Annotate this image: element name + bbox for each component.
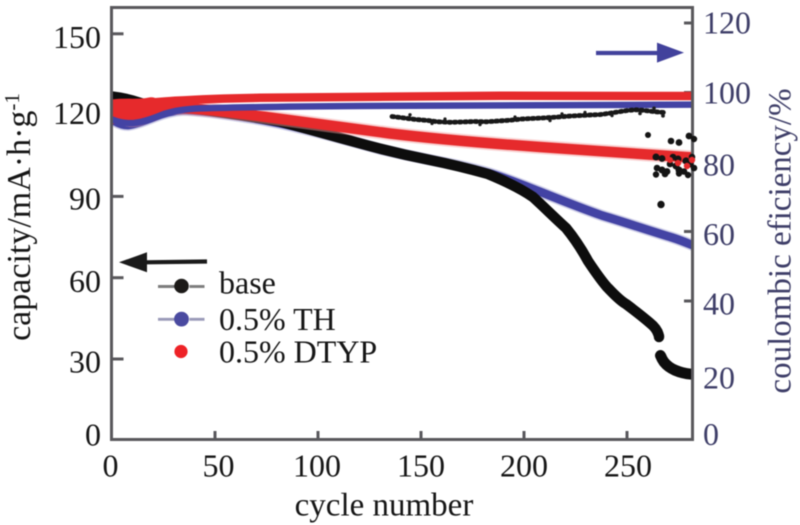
svg-text:50: 50 [203,448,235,484]
svg-text:base: base [219,265,276,301]
svg-text:coulombic eficiency/%: coulombic eficiency/% [763,88,799,393]
svg-text:0.5% TH: 0.5% TH [219,301,336,337]
svg-text:200: 200 [500,448,548,484]
svg-text:90: 90 [69,181,101,217]
svg-text:40: 40 [703,286,735,322]
svg-text:20: 20 [703,360,735,396]
svg-text:cycle number: cycle number [295,488,474,524]
svg-text:capacity/mA·h·g-1: capacity/mA·h·g-1 [0,93,38,341]
svg-text:60: 60 [703,216,735,252]
svg-text:0: 0 [703,416,719,452]
svg-text:150: 150 [397,448,445,484]
svg-text:0.5% DTYP: 0.5% DTYP [219,334,377,370]
svg-text:0: 0 [85,417,101,453]
svg-text:150: 150 [53,19,101,55]
svg-text:120: 120 [53,95,101,131]
svg-text:80: 80 [703,147,735,183]
svg-text:0: 0 [103,448,119,484]
svg-text:100: 100 [703,75,751,111]
svg-text:100: 100 [293,448,341,484]
svg-text:120: 120 [703,5,751,41]
svg-text:60: 60 [69,263,101,299]
svg-text:250: 250 [604,448,652,484]
svg-text:30: 30 [69,344,101,380]
